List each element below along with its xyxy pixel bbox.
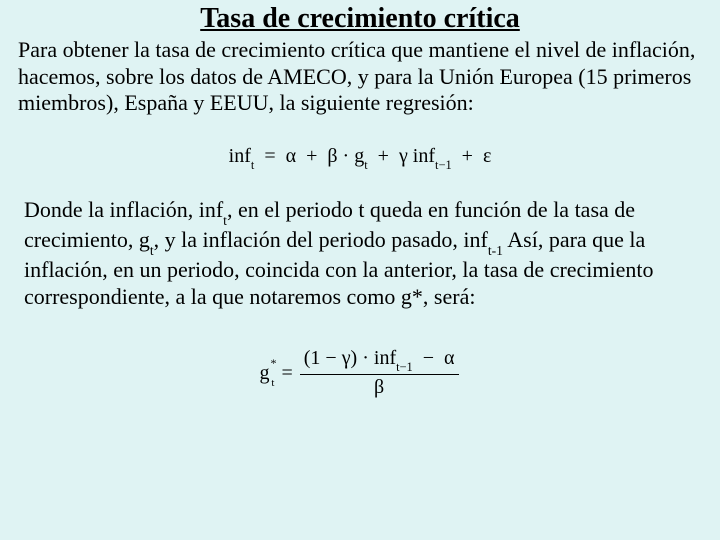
eq2-denominator: β: [300, 374, 459, 399]
eq1-g: g: [354, 145, 364, 167]
eq2-alpha: α: [444, 347, 454, 369]
eq2-minus2: −: [423, 347, 434, 369]
p2-b-sub: t: [150, 243, 154, 258]
eq2-g-star: *: [270, 356, 276, 371]
eq1-eps: ε: [483, 145, 491, 167]
eq1-beta: β: [327, 145, 337, 167]
eq2-fraction: (1 − γ) · inft−1 − α β: [300, 347, 459, 399]
eq2-equals: =: [281, 362, 292, 385]
eq1-gamma: γ: [399, 145, 408, 167]
eq1-plus3: +: [462, 145, 473, 167]
eq1-g-sub: t: [364, 158, 367, 172]
slide: Tasa de crecimiento crítica Para obtener…: [0, 0, 720, 540]
eq1-plus1: +: [306, 145, 317, 167]
p2-a: Donde la inflación, inf: [24, 197, 223, 222]
explanation-paragraph: Donde la inflación, inft, en el periodo …: [18, 197, 702, 311]
eq2-gamma: γ: [342, 347, 351, 369]
p2-c: , y la inflación del periodo pasado, inf: [154, 227, 488, 252]
eq1-dot1: ·: [343, 145, 350, 167]
eq2-inf-sub: t−1: [396, 360, 413, 374]
eq1-plus2: +: [378, 145, 389, 167]
p2-c-sub: t-1: [488, 243, 503, 258]
eq1-inf: inf: [229, 145, 251, 167]
eq1-inf2: inf: [413, 145, 435, 167]
slide-title: Tasa de crecimiento crítica: [18, 4, 702, 35]
eq2-g-t: t: [271, 377, 274, 389]
eq2-inf: inf: [374, 347, 396, 369]
eq2-g: g * t: [259, 362, 269, 385]
eq1-equals: =: [264, 145, 275, 167]
eq1-alpha: α: [286, 145, 296, 167]
eq2-rparen: ): [351, 347, 358, 369]
equation-1: inft = α + β · gt + γ inft−1 + ε: [229, 145, 492, 171]
equation-gstar: g * t = (1 − γ) · inft−1 − α β: [18, 347, 702, 399]
p2-a-sub: t: [223, 213, 227, 228]
eq2-beta: β: [374, 376, 384, 398]
eq2-g-base: g: [259, 362, 269, 384]
eq2-numerator: (1 − γ) · inft−1 − α: [300, 347, 459, 374]
equation-regression: inft = α + β · gt + γ inft−1 + ε: [18, 145, 702, 171]
eq2-one: 1: [310, 347, 320, 369]
intro-paragraph: Para obtener la tasa de crecimiento crít…: [18, 37, 702, 117]
eq2-minus: −: [325, 347, 336, 369]
eq1-inf-sub: t: [251, 158, 254, 172]
eq2-dot: ·: [362, 347, 369, 369]
eq1-inf2-sub: t−1: [435, 158, 452, 172]
equation-2: g * t = (1 − γ) · inft−1 − α β: [259, 347, 460, 399]
